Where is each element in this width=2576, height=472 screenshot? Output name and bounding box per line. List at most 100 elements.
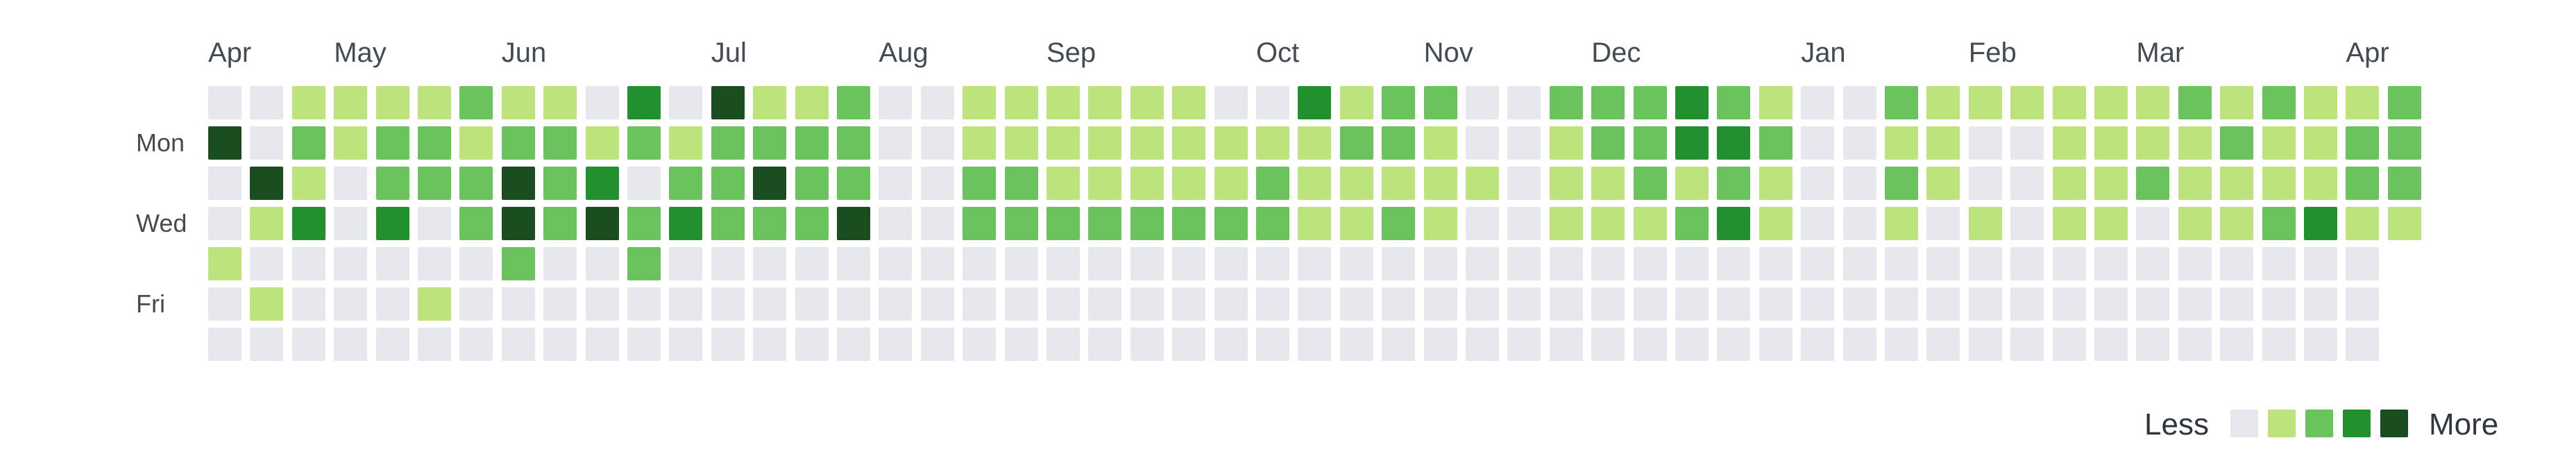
contribution-cell[interactable] (459, 86, 493, 119)
contribution-cell[interactable] (837, 86, 870, 119)
contribution-cell[interactable] (1926, 86, 1960, 119)
contribution-cell[interactable] (2094, 207, 2128, 240)
contribution-cell[interactable] (2094, 247, 2128, 280)
contribution-cell[interactable] (459, 247, 493, 280)
contribution-cell[interactable] (1675, 207, 1709, 240)
contribution-cell[interactable] (1717, 287, 1751, 321)
contribution-cell[interactable] (1088, 247, 1122, 280)
contribution-cell[interactable] (1298, 126, 1332, 160)
contribution-cell[interactable] (1172, 126, 1206, 160)
contribution-cell[interactable] (2346, 247, 2380, 280)
contribution-cell[interactable] (1046, 287, 1080, 321)
contribution-cell[interactable] (2304, 207, 2337, 240)
contribution-cell[interactable] (1801, 167, 1835, 200)
contribution-cell[interactable] (2010, 126, 2044, 160)
contribution-cell[interactable] (585, 207, 619, 240)
contribution-cell[interactable] (459, 126, 493, 160)
contribution-cell[interactable] (2304, 287, 2337, 321)
contribution-cell[interactable] (711, 86, 745, 119)
contribution-cell[interactable] (1507, 167, 1541, 200)
contribution-cell[interactable] (2178, 86, 2212, 119)
contribution-cell[interactable] (2178, 167, 2212, 200)
contribution-cell[interactable] (669, 328, 703, 361)
contribution-cell[interactable] (1172, 287, 1206, 321)
contribution-cell[interactable] (2136, 207, 2170, 240)
contribution-cell[interactable] (1717, 207, 1751, 240)
contribution-cell[interactable] (753, 126, 787, 160)
contribution-cell[interactable] (543, 328, 577, 361)
contribution-cell[interactable] (795, 86, 829, 119)
contribution-cell[interactable] (375, 287, 409, 321)
contribution-cell[interactable] (418, 126, 451, 160)
contribution-cell[interactable] (250, 207, 284, 240)
contribution-cell[interactable] (1549, 247, 1583, 280)
contribution-cell[interactable] (2346, 167, 2380, 200)
contribution-cell[interactable] (795, 287, 829, 321)
contribution-cell[interactable] (1172, 328, 1206, 361)
contribution-cell[interactable] (1046, 126, 1080, 160)
contribution-cell[interactable] (2178, 207, 2212, 240)
contribution-cell[interactable] (1004, 247, 1038, 280)
contribution-cell[interactable] (627, 126, 661, 160)
contribution-cell[interactable] (711, 207, 745, 240)
contribution-cell[interactable] (543, 126, 577, 160)
contribution-cell[interactable] (669, 207, 703, 240)
contribution-cell[interactable] (1130, 167, 1164, 200)
contribution-cell[interactable] (1842, 287, 1876, 321)
contribution-cell[interactable] (963, 287, 997, 321)
contribution-cell[interactable] (1046, 247, 1080, 280)
contribution-cell[interactable] (585, 126, 619, 160)
contribution-cell[interactable] (2010, 287, 2044, 321)
contribution-cell[interactable] (2010, 86, 2044, 119)
contribution-cell[interactable] (1759, 167, 1793, 200)
contribution-cell[interactable] (2010, 167, 2044, 200)
contribution-cell[interactable] (2304, 86, 2337, 119)
contribution-cell[interactable] (1885, 328, 1918, 361)
contribution-cell[interactable] (334, 207, 368, 240)
contribution-cell[interactable] (1004, 167, 1038, 200)
contribution-cell[interactable] (879, 287, 913, 321)
contribution-cell[interactable] (2136, 167, 2170, 200)
contribution-cell[interactable] (2387, 86, 2421, 119)
contribution-cell[interactable] (1591, 247, 1625, 280)
contribution-cell[interactable] (1842, 247, 1876, 280)
contribution-cell[interactable] (1968, 167, 2002, 200)
contribution-cell[interactable] (1466, 167, 1499, 200)
contribution-cell[interactable] (1214, 247, 1248, 280)
contribution-cell[interactable] (1130, 126, 1164, 160)
contribution-cell[interactable] (1842, 207, 1876, 240)
contribution-cell[interactable] (1926, 207, 1960, 240)
contribution-cell[interactable] (1801, 328, 1835, 361)
contribution-cell[interactable] (1842, 167, 1876, 200)
contribution-cell[interactable] (208, 247, 242, 280)
contribution-cell[interactable] (879, 207, 913, 240)
contribution-cell[interactable] (2262, 247, 2296, 280)
contribution-cell[interactable] (1717, 167, 1751, 200)
contribution-cell[interactable] (459, 328, 493, 361)
contribution-cell[interactable] (459, 167, 493, 200)
contribution-cell[interactable] (1423, 126, 1457, 160)
contribution-cell[interactable] (2346, 287, 2380, 321)
contribution-cell[interactable] (627, 247, 661, 280)
contribution-cell[interactable] (1214, 328, 1248, 361)
contribution-cell[interactable] (2010, 207, 2044, 240)
contribution-cell[interactable] (627, 328, 661, 361)
contribution-cell[interactable] (1507, 247, 1541, 280)
contribution-cell[interactable] (1382, 86, 1416, 119)
contribution-cell[interactable] (291, 207, 325, 240)
contribution-cell[interactable] (2136, 86, 2170, 119)
contribution-cell[interactable] (1591, 207, 1625, 240)
contribution-cell[interactable] (1759, 86, 1793, 119)
contribution-cell[interactable] (2094, 328, 2128, 361)
contribution-cell[interactable] (2262, 328, 2296, 361)
contribution-cell[interactable] (879, 126, 913, 160)
contribution-cell[interactable] (1339, 207, 1373, 240)
contribution-cell[interactable] (1675, 287, 1709, 321)
contribution-cell[interactable] (1423, 207, 1457, 240)
contribution-cell[interactable] (711, 167, 745, 200)
contribution-cell[interactable] (2220, 247, 2254, 280)
contribution-cell[interactable] (879, 247, 913, 280)
contribution-cell[interactable] (1339, 328, 1373, 361)
contribution-cell[interactable] (1298, 167, 1332, 200)
contribution-cell[interactable] (291, 247, 325, 280)
